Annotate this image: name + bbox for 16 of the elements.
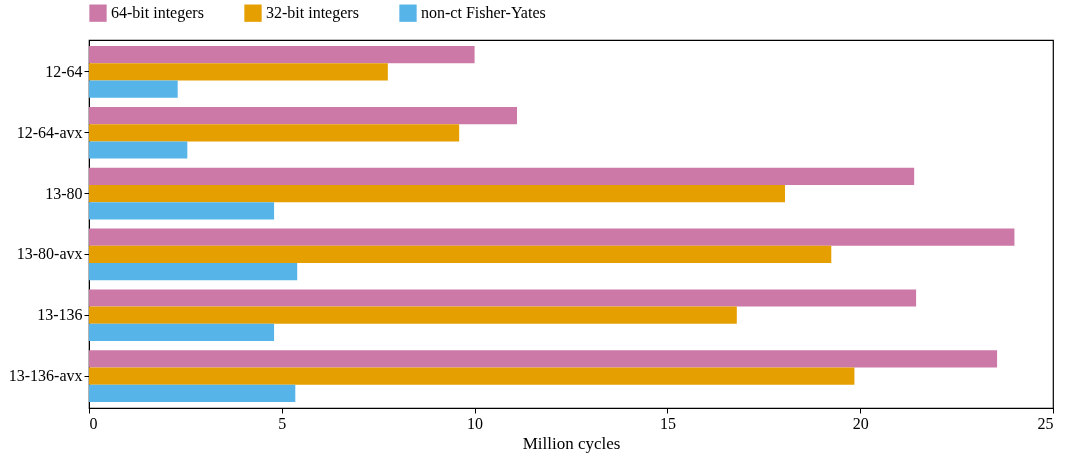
legend-label: non-ct Fisher-Yates	[421, 4, 546, 22]
x-tick-label: 20	[852, 414, 869, 432]
y-tick-label: 12-64-avx	[16, 123, 83, 141]
x-tick-label: 0	[89, 414, 98, 432]
x-axis-title: Million cycles	[522, 433, 621, 453]
legend-label: 64-bit integers	[111, 4, 204, 23]
x-tick-label: 5	[278, 414, 287, 432]
x-tick-label: 15	[659, 414, 676, 432]
y-tick-label: 13-80	[45, 184, 83, 202]
y-tick-label: 13-80-avx	[16, 245, 83, 263]
x-tick-label: 25	[1037, 414, 1054, 432]
legend-label: 32-bit integers	[266, 4, 359, 23]
y-tick-label: 13-136-avx	[8, 367, 83, 385]
x-tick-label: 10	[467, 414, 484, 432]
y-tick-label: 12-64	[45, 62, 83, 80]
y-tick-label: 13-136	[37, 306, 83, 324]
